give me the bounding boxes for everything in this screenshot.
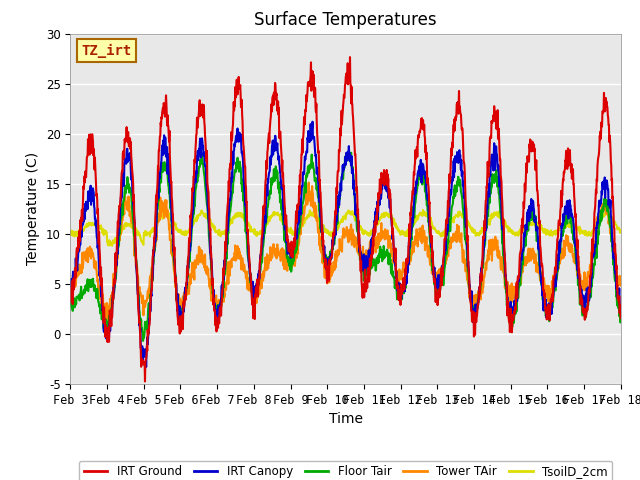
TsoilD_2cm [504, 223, 511, 229]
TsoilD_2cm [108, 243, 116, 249]
Floor Tair [140, 338, 147, 344]
TsoilD_2cm [176, 229, 184, 235]
Floor Tair [251, 288, 259, 294]
Floor Tair [617, 312, 625, 318]
Text: TZ_irt: TZ_irt [81, 44, 132, 58]
Tower TAir [67, 288, 74, 293]
IRT Canopy [251, 291, 259, 297]
Line: IRT Canopy: IRT Canopy [70, 122, 621, 367]
Floor Tair [504, 304, 511, 310]
Legend: IRT Ground, IRT Canopy, Floor Tair, Tower TAir, TsoilD_2cm: IRT Ground, IRT Canopy, Floor Tair, Towe… [79, 461, 612, 480]
IRT Canopy [617, 307, 625, 312]
IRT Ground [67, 298, 74, 303]
TsoilD_2cm [617, 229, 625, 235]
TsoilD_2cm [552, 230, 560, 236]
IRT Ground [504, 299, 511, 304]
Floor Tair [348, 150, 355, 156]
Line: IRT Ground: IRT Ground [70, 57, 621, 382]
IRT Ground [432, 299, 440, 305]
X-axis label: Time: Time [328, 412, 363, 426]
Floor Tair [67, 297, 74, 302]
IRT Canopy [189, 206, 197, 212]
Title: Surface Temperatures: Surface Temperatures [254, 11, 437, 29]
Tower TAir [617, 282, 625, 288]
IRT Canopy [432, 285, 440, 291]
IRT Canopy [67, 289, 74, 295]
IRT Canopy [504, 295, 511, 300]
Tower TAir [189, 260, 197, 266]
TsoilD_2cm [67, 230, 74, 236]
Line: Tower TAir: Tower TAir [70, 183, 621, 324]
Tower TAir [102, 321, 110, 326]
Floor Tair [176, 308, 184, 313]
Y-axis label: Temperature (C): Temperature (C) [26, 152, 40, 265]
TsoilD_2cm [432, 227, 440, 233]
IRT Ground [141, 379, 149, 384]
Tower TAir [552, 277, 560, 283]
IRT Canopy [552, 276, 560, 281]
Floor Tair [432, 291, 440, 297]
Tower TAir [305, 180, 312, 186]
IRT Ground [251, 316, 259, 322]
Line: Floor Tair: Floor Tair [70, 153, 621, 341]
TsoilD_2cm [419, 207, 427, 213]
TsoilD_2cm [189, 220, 197, 226]
IRT Canopy [142, 364, 150, 370]
IRT Ground [617, 315, 625, 321]
Line: TsoilD_2cm: TsoilD_2cm [70, 210, 621, 246]
IRT Canopy [308, 119, 316, 125]
IRT Canopy [176, 303, 184, 309]
IRT Ground [189, 185, 197, 191]
Floor Tair [552, 278, 560, 284]
IRT Ground [176, 331, 184, 336]
Floor Tair [189, 214, 197, 220]
Tower TAir [176, 300, 184, 306]
IRT Ground [552, 258, 560, 264]
Tower TAir [504, 279, 511, 285]
IRT Ground [346, 54, 354, 60]
TsoilD_2cm [251, 227, 259, 232]
Tower TAir [251, 293, 259, 299]
Tower TAir [432, 270, 440, 276]
